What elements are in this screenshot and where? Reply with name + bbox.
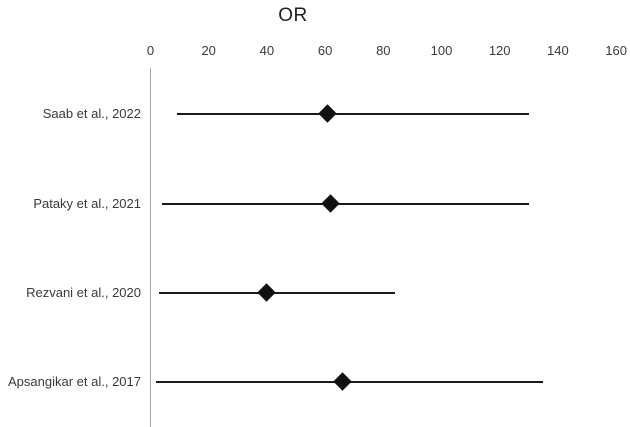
x-tick-label: 40 <box>259 43 275 58</box>
x-tick-label: 80 <box>376 43 391 58</box>
study-label: Apsangikar et al., 2017 <box>8 374 141 389</box>
chart-title: OR <box>278 5 308 26</box>
x-tick-label: 0 <box>146 43 155 58</box>
confidence-interval-line <box>176 113 529 115</box>
x-tick-label: 160 <box>605 43 627 58</box>
study-label: Rezvani et al., 2020 <box>26 285 141 300</box>
confidence-interval-line <box>162 203 529 205</box>
x-tick-label: 60 <box>317 43 333 58</box>
x-tick-label: 120 <box>488 43 511 58</box>
study-label: Saab et al., 2022 <box>42 106 141 121</box>
x-tick-label: 100 <box>430 43 453 58</box>
study-label: Pataky et al., 2021 <box>33 196 141 211</box>
odds-ratio-diamond-marker <box>318 104 337 123</box>
odds-ratio-diamond-marker <box>257 283 276 302</box>
odds-ratio-diamond-marker <box>321 194 340 213</box>
x-tick-label: 20 <box>201 43 216 58</box>
confidence-interval-line <box>159 292 395 294</box>
x-tick-label: 140 <box>547 43 569 58</box>
odds-ratio-diamond-marker <box>332 372 352 391</box>
zero-axis-line <box>150 68 151 427</box>
